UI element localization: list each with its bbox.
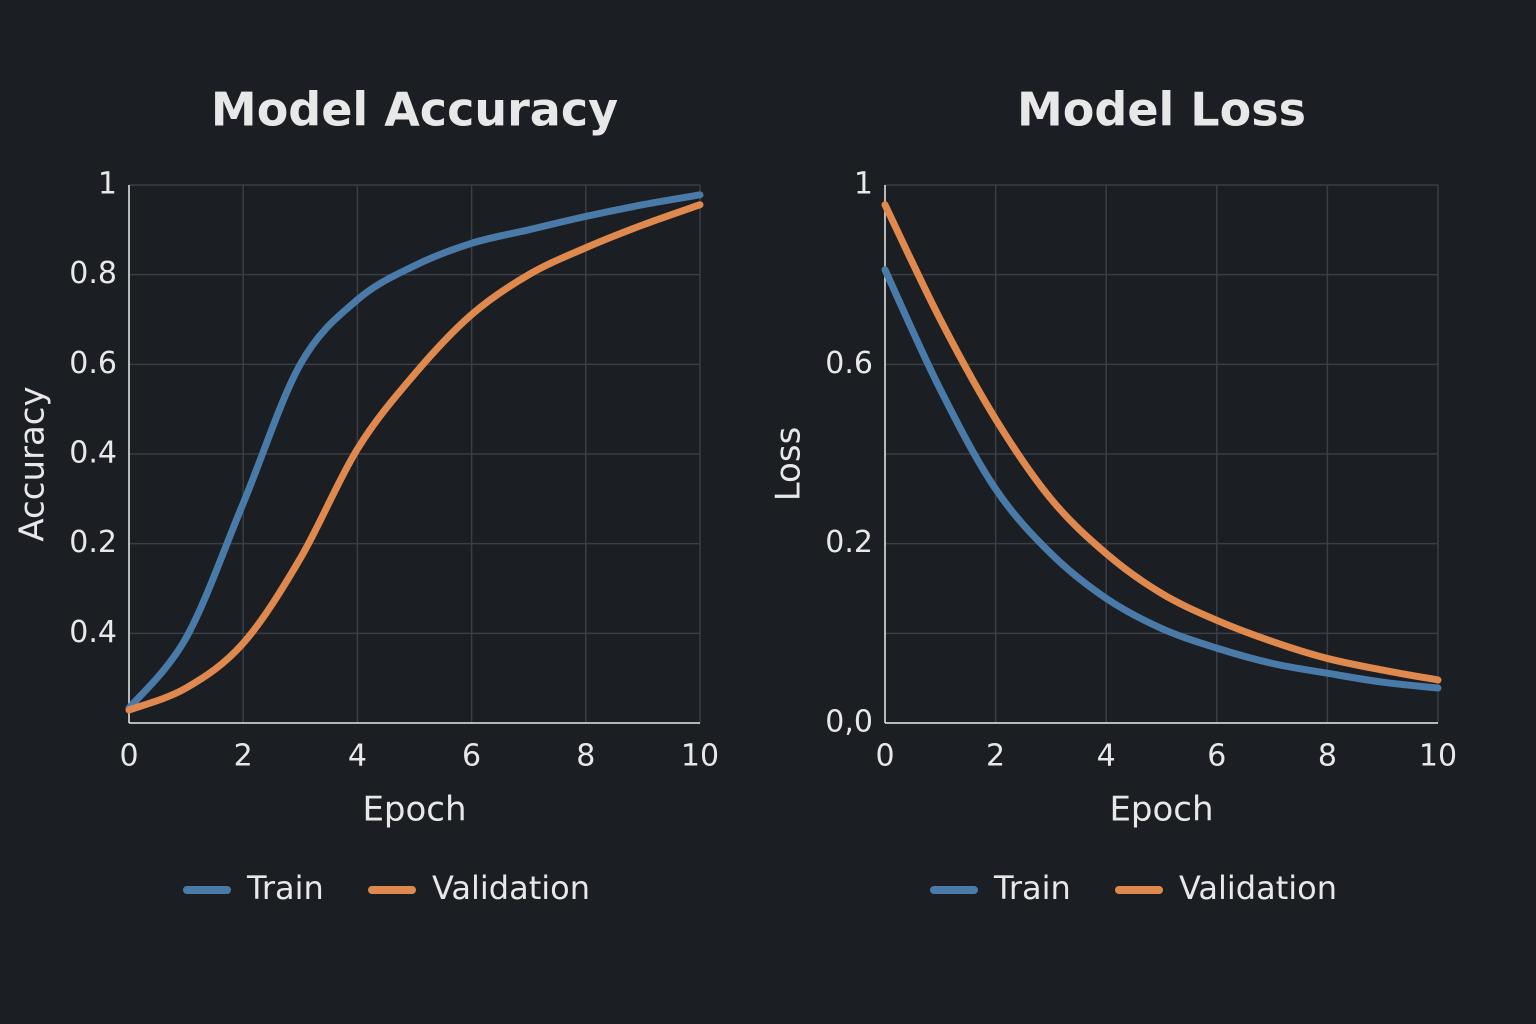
legend-label: Train — [993, 869, 1071, 907]
line-series — [881, 201, 1442, 684]
y-tick-label: 0.6 — [69, 346, 117, 381]
x-tick-label: 10 — [681, 739, 719, 774]
y-tick-label: 0.6 — [825, 346, 873, 381]
x-tick-label: 4 — [348, 739, 367, 774]
y-tick-label: 0,0 — [825, 705, 873, 740]
y-axis-label: Loss — [769, 427, 809, 502]
y-tick-label: 0.4 — [69, 615, 117, 650]
y-tick-label: 0.4 — [69, 436, 117, 471]
y-tick-label: 0.2 — [825, 525, 873, 560]
legend-label: Validation — [1179, 869, 1337, 907]
x-tick-label: 8 — [1318, 739, 1337, 774]
y-tick-label: 0.8 — [69, 256, 117, 291]
x-tick-label: 0 — [119, 739, 138, 774]
x-tick-label: 2 — [986, 739, 1005, 774]
x-tick-label: 8 — [576, 739, 595, 774]
line-series — [125, 201, 704, 714]
legend-label: Validation — [432, 869, 590, 907]
x-tick-label: 0 — [875, 739, 894, 774]
x-tick-label: 2 — [234, 739, 253, 774]
y-tick-label: 1 — [98, 167, 117, 202]
x-axis-label: Epoch — [362, 790, 466, 830]
line-series — [125, 191, 704, 712]
x-tick-label: 10 — [1419, 739, 1457, 774]
chart-title: Model Loss — [1017, 83, 1306, 137]
y-tick-label: 1 — [854, 167, 873, 202]
x-axis-label: Epoch — [1109, 790, 1213, 830]
y-tick-label: 0.2 — [69, 525, 117, 560]
line-series — [881, 266, 1442, 692]
x-tick-label: 4 — [1097, 739, 1116, 774]
legend-label: Train — [246, 869, 324, 907]
x-tick-label: 6 — [462, 739, 481, 774]
y-axis-label: Accuracy — [13, 386, 53, 541]
chart-title: Model Accuracy — [211, 83, 618, 137]
x-tick-label: 6 — [1207, 739, 1226, 774]
